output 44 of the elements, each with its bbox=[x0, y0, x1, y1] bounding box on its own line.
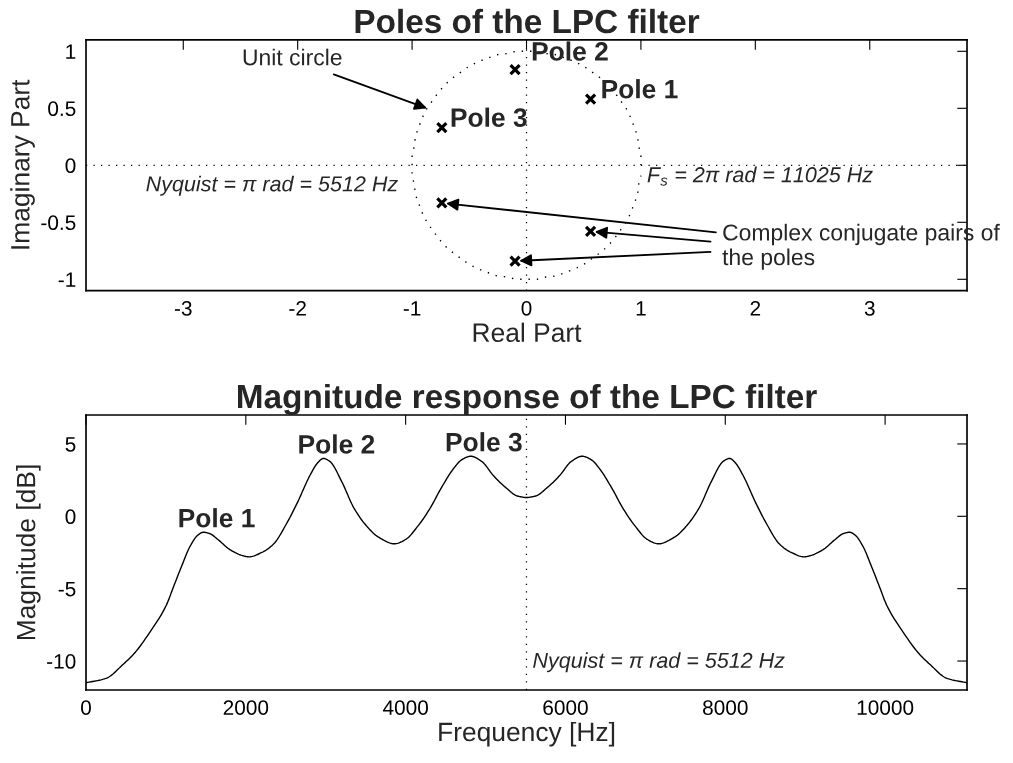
annotation: Pole 2 bbox=[532, 41, 608, 61]
annotation: Pole 2 bbox=[299, 434, 375, 454]
y-axis-title: Imaginary Part bbox=[10, 79, 35, 249]
x-tick-label: 10000 bbox=[857, 700, 914, 716]
x-tick-label: -1 bbox=[403, 301, 421, 316]
chart-title: Poles of the LPC filter bbox=[355, 8, 700, 34]
y-tick-label: 5 bbox=[65, 437, 76, 452]
point bbox=[584, 225, 597, 238]
x-tick-label: -3 bbox=[174, 300, 192, 316]
y-tick-label: 0 bbox=[65, 158, 76, 174]
x-tick-label: 2 bbox=[750, 300, 761, 316]
y-tick-label: 0.5 bbox=[48, 101, 76, 117]
point bbox=[508, 254, 522, 268]
ref-line-label: Nyquist = π rad = 5512 Hz bbox=[533, 652, 785, 673]
y-axis-title: Magnitude [dB] bbox=[16, 465, 41, 640]
x-tick-label: 8000 bbox=[703, 700, 748, 716]
point bbox=[435, 196, 448, 210]
y-tick-label: -1 bbox=[58, 272, 76, 287]
x-tick-label: 0 bbox=[81, 700, 91, 716]
x-tick-label: 1 bbox=[636, 301, 646, 316]
annotation: Unit circle bbox=[243, 48, 342, 66]
annotation: F$_{s}$ = 2π rad = 11025 Hz bbox=[647, 166, 873, 186]
x-tick-label: 0 bbox=[521, 300, 532, 316]
x-tick-label: 6000 bbox=[543, 700, 588, 716]
y-tick-label: -10 bbox=[47, 654, 76, 669]
y-tick-label: 0 bbox=[65, 509, 76, 525]
y-tick-label: 1 bbox=[66, 44, 76, 59]
y-tick-label: -5 bbox=[58, 581, 76, 597]
point bbox=[584, 93, 597, 106]
x-axis-title: Real Part bbox=[473, 322, 582, 343]
annotation: Nyquist = π rad = 5512 Hz bbox=[146, 175, 398, 196]
x-tick-label: 2000 bbox=[223, 700, 269, 716]
point bbox=[508, 63, 522, 76]
annotation: Pole 1 bbox=[602, 79, 678, 99]
x-tick-label: -2 bbox=[289, 300, 306, 316]
chart-title: Magnitude response of the LPC filter bbox=[237, 383, 817, 416]
annotation: Pole 1 bbox=[179, 508, 255, 528]
point bbox=[435, 121, 448, 134]
x-tick-label: 3 bbox=[864, 300, 875, 316]
x-axis-title: Frequency [Hz] bbox=[439, 721, 615, 747]
annotation: Pole 3 bbox=[451, 107, 527, 128]
x-tick-label: 4000 bbox=[382, 700, 428, 716]
annotation: Pole 3 bbox=[446, 432, 522, 452]
y-tick-label: -0.5 bbox=[41, 215, 76, 231]
